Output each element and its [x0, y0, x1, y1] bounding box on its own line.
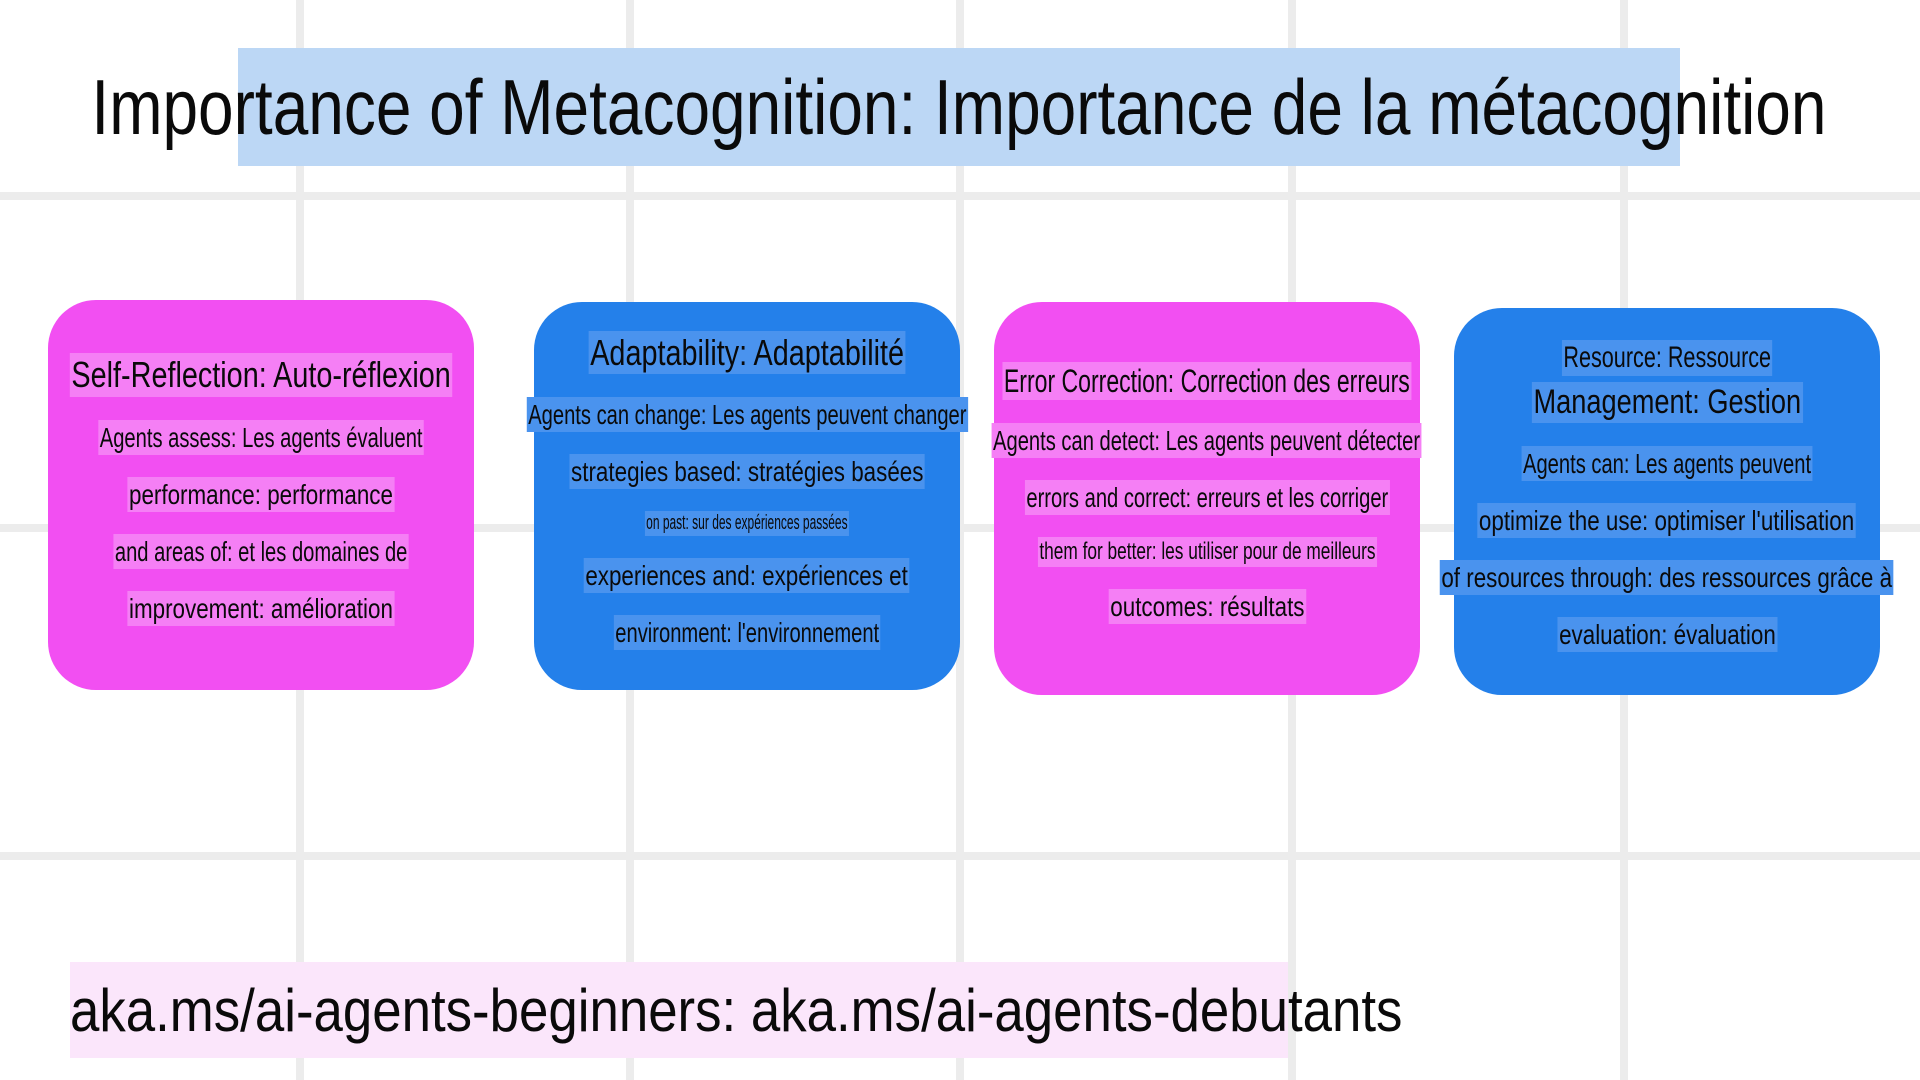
card-subtitle: Management: Gestion [1531, 382, 1803, 423]
card-title: Resource: Ressource [1561, 340, 1773, 377]
card-line: errors and correct: erreurs et les corri… [1024, 480, 1390, 516]
card-line: and areas of: et les domaines de [113, 533, 409, 569]
card-line: Agents can: Les agents peuvent [1521, 445, 1813, 481]
footer-link[interactable]: aka.ms/ai-agents-beginners: aka.ms/ai-ag… [70, 962, 1402, 1058]
card-line: improvement: amélioration [127, 590, 395, 626]
card-adaptability: Adaptability: Adaptabilité Agents can ch… [526, 302, 968, 690]
card-line: Agents can change: Les agents peuvent ch… [526, 397, 968, 433]
card-line: optimize the use: optimiser l'utilisatio… [1477, 502, 1857, 538]
card-line: Agents can detect: Les agents peuvent dé… [992, 423, 1422, 459]
card-title: Adaptability: Adaptabilité [588, 330, 906, 375]
card-line: environment: l'environnement [613, 615, 881, 651]
card-line: outcomes: résultats [1108, 589, 1306, 625]
card-resource-management: Resource: Ressource Management: Gestion … [1440, 308, 1894, 695]
card-line: strategies based: stratégies basées [569, 454, 925, 490]
page-title: Importance of Metacognition: Importance … [91, 48, 1827, 166]
page-title-text: Importance of Metacognition: Importance … [91, 63, 1827, 151]
card-line: of resources through: des ressources grâ… [1440, 559, 1894, 595]
card-line: evaluation: évaluation [1557, 616, 1777, 652]
footer-link-text: aka.ms/ai-agents-beginners: aka.ms/ai-ag… [70, 976, 1403, 1044]
card-title: Error Correction: Correction des erreurs [1002, 361, 1412, 401]
card-line: performance: performance [127, 476, 395, 512]
card-title: Self-Reflection: Auto-réflexion [69, 353, 453, 397]
card-line: Agents assess: Les agents évaluent [98, 419, 424, 455]
card-error-correction: Error Correction: Correction des erreurs… [992, 302, 1422, 695]
card-line: on past: sur des expériences passées [645, 511, 849, 537]
card-self-reflection: Self-Reflection: Auto-réflexion Agents a… [48, 300, 474, 690]
card-line: experiences and: expériences et [584, 558, 910, 594]
card-line: them for better: les utiliser pour de me… [1037, 537, 1377, 568]
